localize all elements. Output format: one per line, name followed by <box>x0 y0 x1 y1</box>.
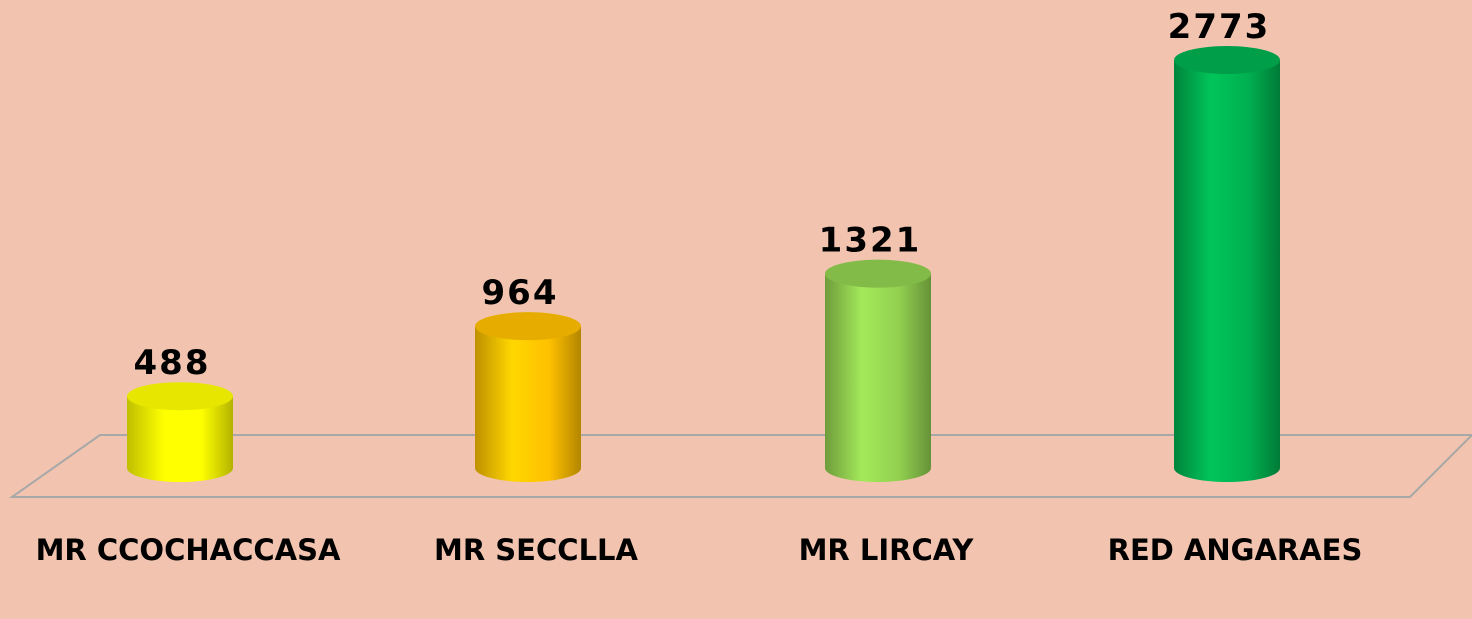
bar-top <box>825 259 931 288</box>
x-tick-label: MR CCOCHACCASA <box>35 533 341 567</box>
bar <box>1174 60 1280 482</box>
bar <box>825 273 931 482</box>
x-tick-label: RED ANGARAES <box>1107 533 1363 567</box>
value-label: 1321 <box>819 221 922 261</box>
x-tick-label: MR LIRCAY <box>798 533 974 567</box>
floor <box>8 434 1472 498</box>
bar-top <box>475 312 581 341</box>
value-label: 964 <box>482 273 559 313</box>
bar <box>475 326 581 482</box>
bar-top <box>1174 46 1280 74</box>
bar <box>127 396 233 482</box>
value-label: 2773 <box>1168 7 1271 47</box>
value-label: 488 <box>134 343 211 383</box>
bar-top <box>127 382 233 411</box>
x-tick-label: MR SECCLLA <box>434 533 638 567</box>
